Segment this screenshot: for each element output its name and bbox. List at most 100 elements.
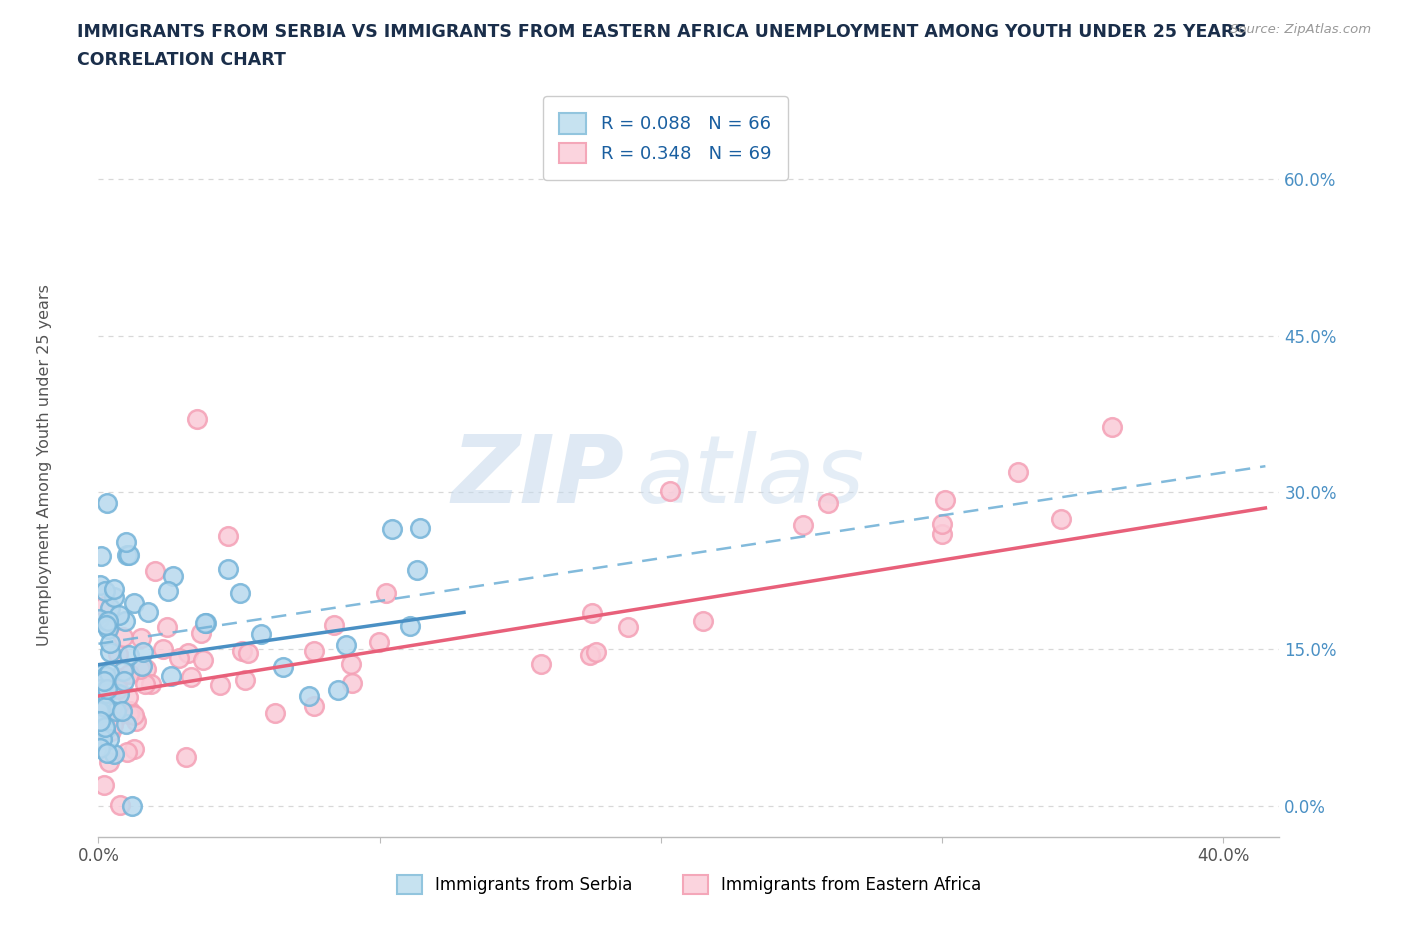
Point	[124, 741, 146, 756]
Point	[302, 644, 325, 658]
Point	[98, 755, 121, 770]
Point	[323, 618, 346, 632]
Point	[115, 548, 138, 563]
Point	[93, 686, 115, 701]
Point	[530, 657, 553, 671]
Point	[579, 648, 602, 663]
Point	[98, 731, 121, 746]
Point	[112, 704, 135, 719]
Point	[89, 740, 111, 755]
Point	[177, 645, 200, 660]
Point	[93, 720, 115, 735]
Point	[195, 616, 218, 631]
Point	[121, 798, 143, 813]
Point	[91, 667, 114, 682]
Point	[94, 722, 117, 737]
Point	[132, 644, 155, 659]
Point	[340, 676, 363, 691]
Point	[93, 598, 115, 613]
Point	[103, 581, 125, 596]
Point	[659, 483, 682, 498]
Point	[115, 716, 138, 731]
Point	[190, 625, 212, 640]
Point	[229, 585, 252, 600]
Point	[122, 595, 145, 610]
Point	[271, 659, 294, 674]
Point	[111, 703, 134, 718]
Point	[152, 642, 174, 657]
Point	[1007, 464, 1029, 479]
Point	[408, 520, 430, 535]
Point	[233, 672, 256, 687]
Point	[96, 682, 118, 697]
Point	[217, 562, 239, 577]
Point	[96, 496, 118, 511]
Point	[89, 675, 111, 690]
Legend: Immigrants from Serbia, Immigrants from Eastern Africa: Immigrants from Serbia, Immigrants from …	[389, 869, 988, 901]
Point	[162, 568, 184, 583]
Point	[91, 711, 114, 726]
Point	[101, 717, 124, 732]
Point	[111, 630, 134, 644]
Point	[231, 644, 253, 658]
Point	[107, 607, 129, 622]
Point	[129, 661, 152, 676]
Point	[117, 689, 139, 704]
Point	[90, 705, 112, 720]
Point	[585, 644, 607, 659]
Point	[581, 605, 603, 620]
Point	[174, 750, 197, 764]
Point	[97, 681, 120, 696]
Point	[117, 548, 139, 563]
Point	[1050, 512, 1073, 526]
Point	[381, 522, 404, 537]
Point	[934, 492, 956, 507]
Point	[156, 619, 179, 634]
Point	[131, 658, 153, 673]
Point	[236, 645, 259, 660]
Text: Source: ZipAtlas.com: Source: ZipAtlas.com	[1230, 23, 1371, 36]
Point	[194, 616, 217, 631]
Point	[104, 703, 127, 718]
Point	[191, 653, 214, 668]
Point	[103, 713, 125, 728]
Text: CORRELATION CHART: CORRELATION CHART	[77, 51, 287, 69]
Point	[100, 682, 122, 697]
Point	[103, 746, 125, 761]
Point	[118, 647, 141, 662]
Point	[93, 777, 115, 792]
Point	[90, 698, 112, 712]
Point	[399, 618, 422, 633]
Point	[112, 663, 135, 678]
Point	[217, 529, 239, 544]
Point	[617, 619, 640, 634]
Point	[103, 590, 125, 604]
Point	[107, 646, 129, 661]
Point	[89, 713, 111, 728]
Point	[139, 677, 162, 692]
Point	[96, 746, 118, 761]
Point	[97, 621, 120, 636]
Point	[180, 670, 202, 684]
Point	[114, 535, 136, 550]
Point	[186, 412, 208, 427]
Point	[107, 681, 129, 696]
Text: ZIP: ZIP	[451, 431, 624, 523]
Point	[120, 704, 142, 719]
Point	[208, 678, 231, 693]
Point	[114, 613, 136, 628]
Point	[98, 644, 121, 659]
Point	[118, 706, 141, 721]
Point	[145, 564, 167, 578]
Point	[118, 667, 141, 682]
Point	[115, 745, 138, 760]
Point	[108, 798, 131, 813]
Point	[94, 584, 117, 599]
Point	[122, 708, 145, 723]
Point	[98, 600, 121, 615]
Point	[406, 563, 429, 578]
Point	[94, 669, 117, 684]
Point	[112, 673, 135, 688]
Point	[96, 685, 118, 700]
Point	[1101, 419, 1123, 434]
